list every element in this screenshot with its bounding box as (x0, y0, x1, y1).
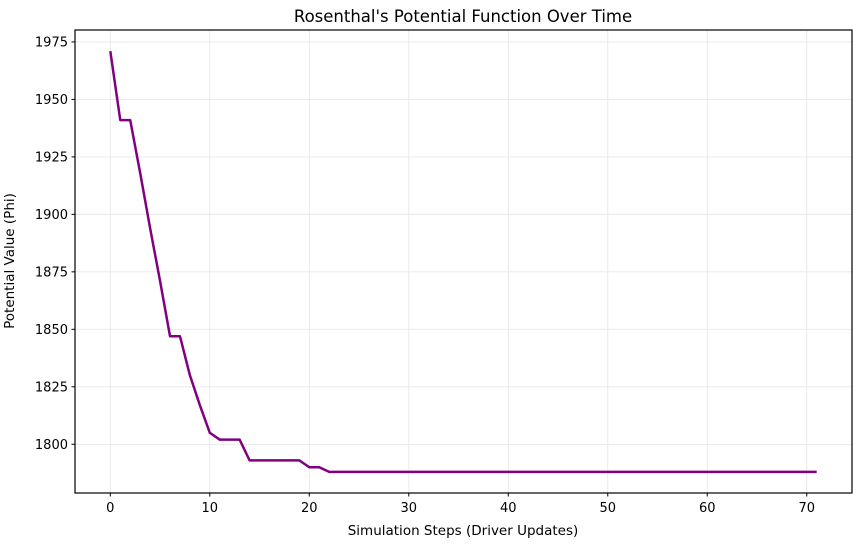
y-tick-label: 1900 (35, 208, 68, 223)
x-tick-label: 0 (106, 501, 114, 516)
y-axis-label: Potential Value (Phi) (2, 193, 18, 329)
x-tick-label: 60 (699, 501, 716, 516)
y-tick-label: 1800 (35, 438, 68, 453)
data-layer (109, 50, 817, 474)
y-tick-label: 1950 (35, 93, 68, 108)
x-tick-label: 50 (599, 501, 616, 516)
x-tick-label: 10 (202, 501, 219, 516)
x-tick-label: 30 (401, 501, 418, 516)
y-tick-label: 1975 (35, 35, 68, 50)
y-tick-label: 1925 (35, 150, 68, 165)
x-tick-label: 70 (798, 501, 815, 516)
y-tick-label: 1875 (35, 265, 68, 280)
x-axis-label: Simulation Steps (Driver Updates) (348, 523, 579, 539)
grid-layer (75, 30, 852, 493)
plot-border (74, 29, 853, 494)
y-tick-label: 1825 (35, 380, 68, 395)
chart-title: Rosenthal's Potential Function Over Time (294, 7, 632, 26)
potential-line (109, 50, 817, 474)
x-tick-label: 40 (500, 501, 517, 516)
y-tick-label: 1850 (35, 323, 68, 338)
x-tick-label: 20 (301, 501, 318, 516)
